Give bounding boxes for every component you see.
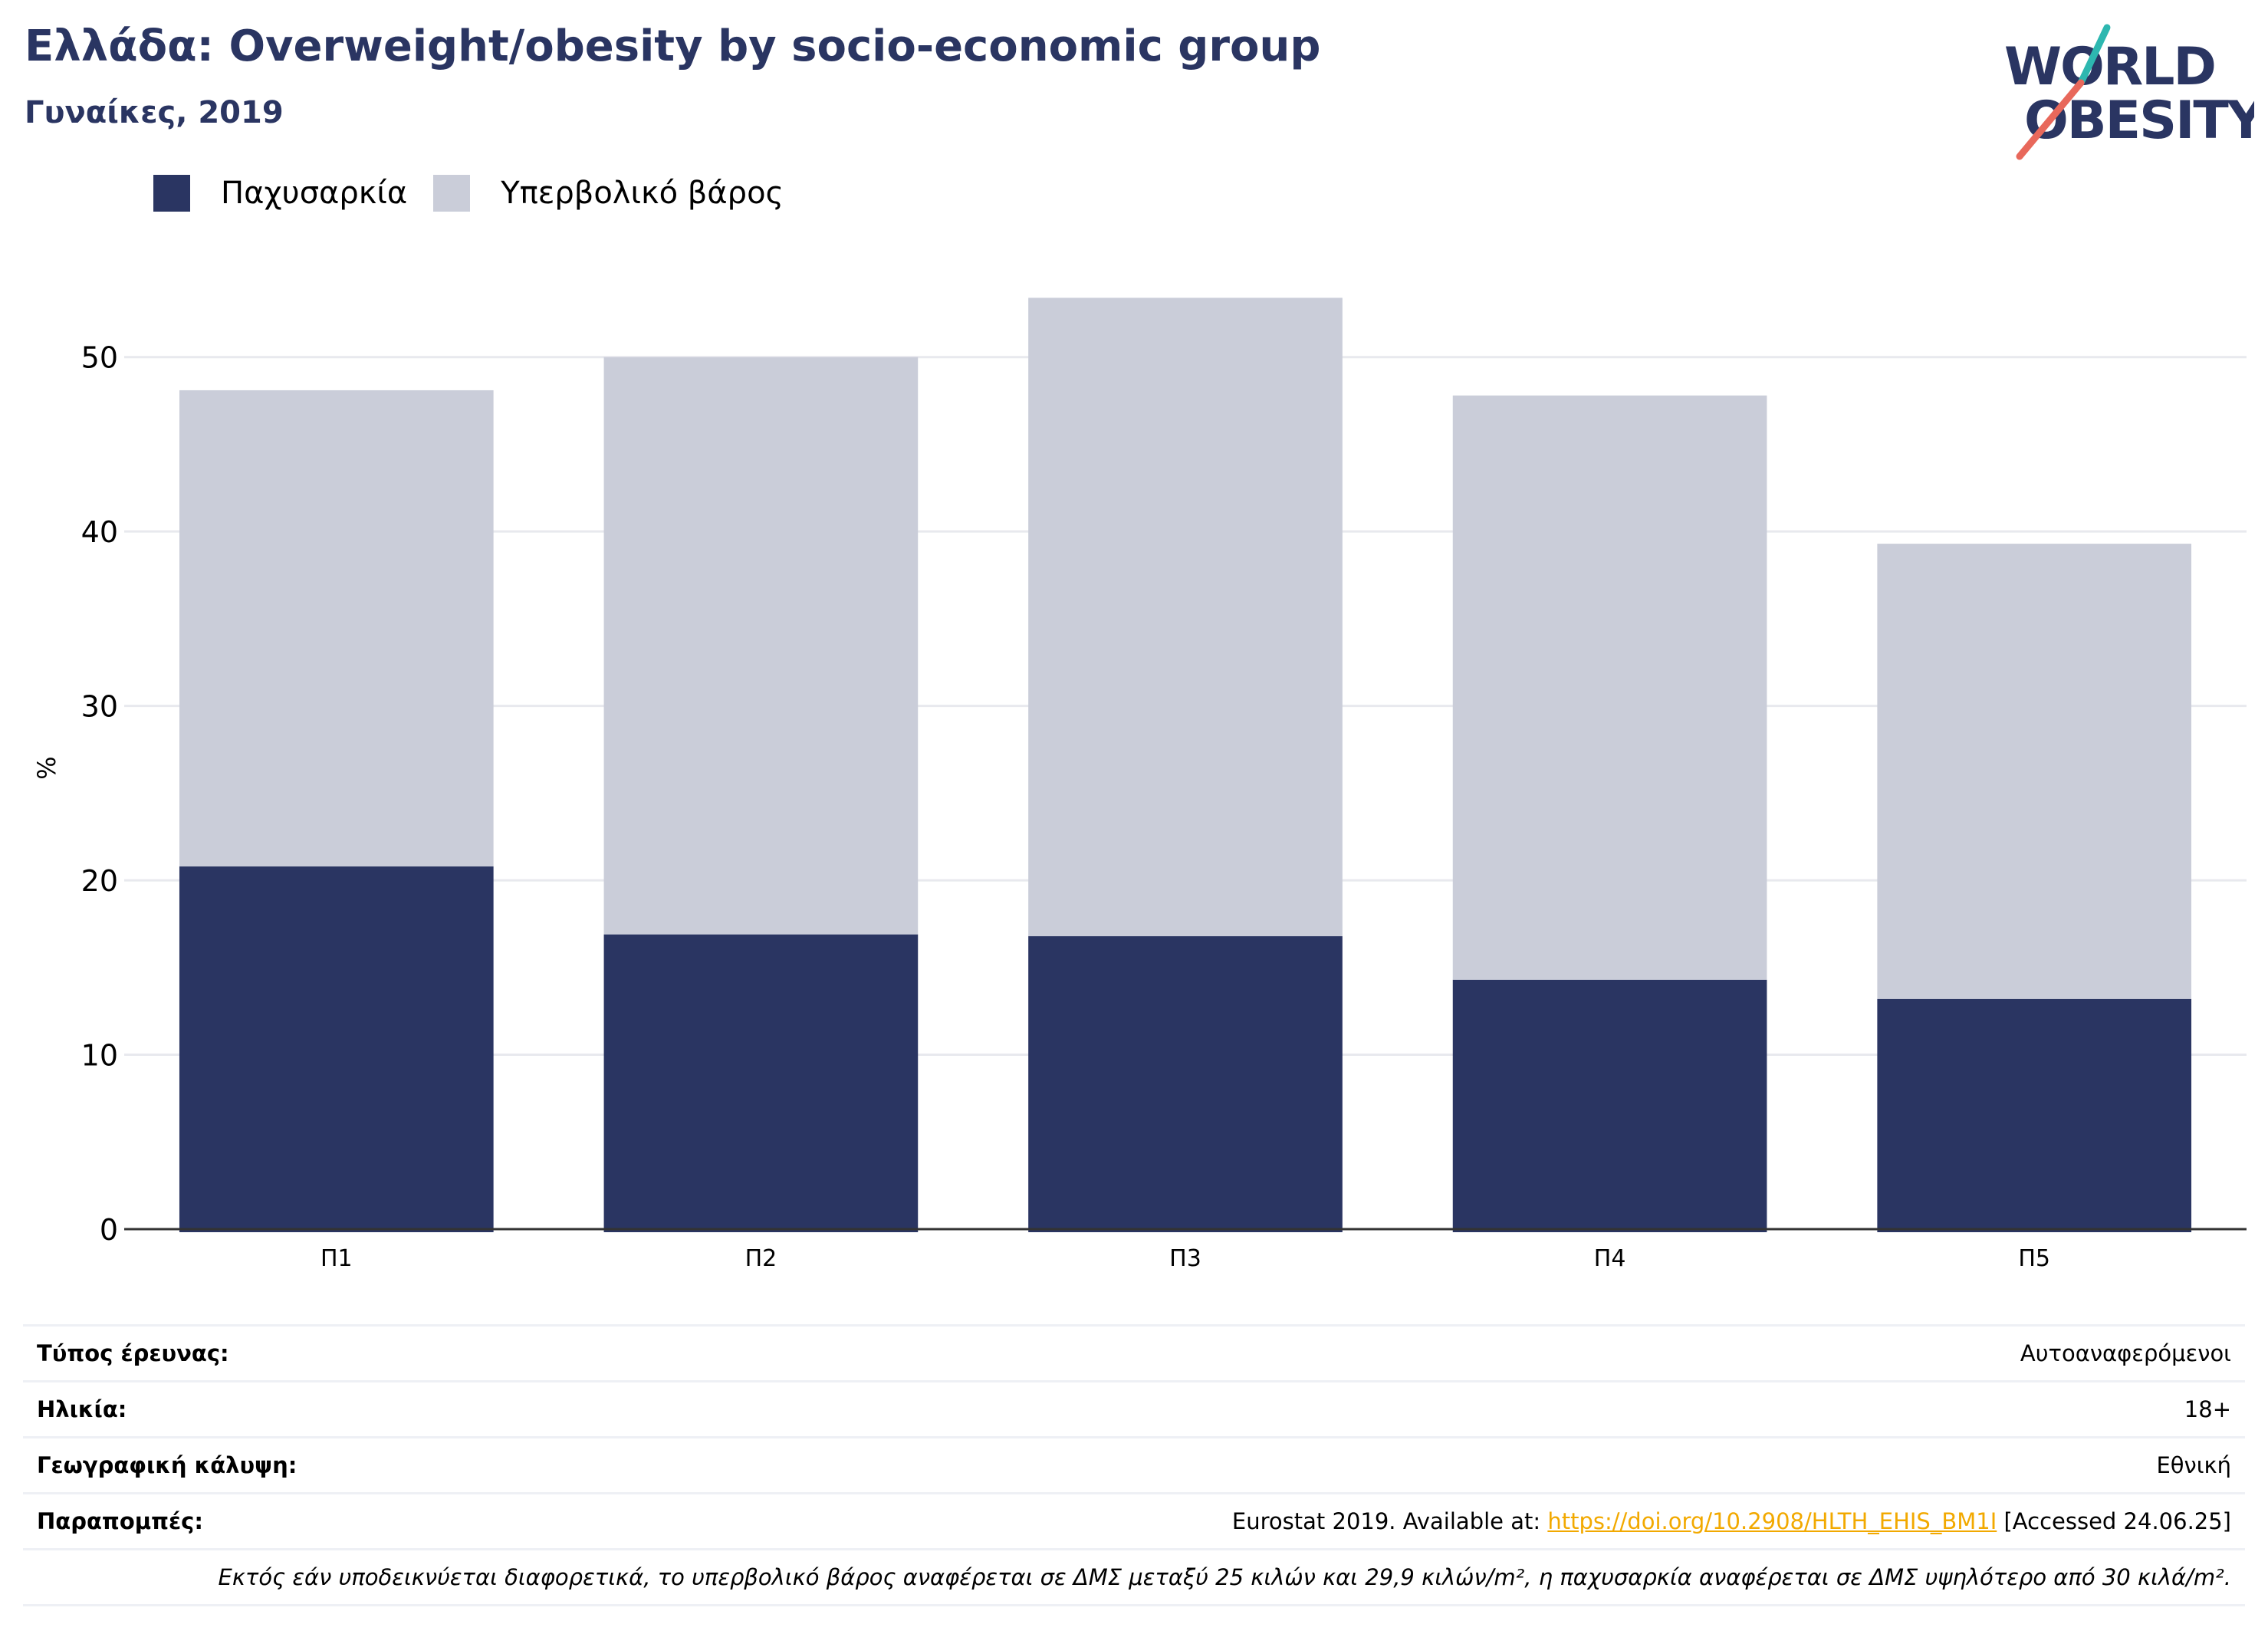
meta-row-survey: Τύπος έρευνας: Αυτοαναφερόμενοι <box>23 1324 2245 1380</box>
chart-legend: Παχυσαρκία Υπερβολικό βάρος <box>153 175 810 212</box>
y-tick-label: 10 <box>81 1039 118 1073</box>
bar-obesity-4 <box>1452 979 1767 1232</box>
y-axis-label: % <box>32 756 61 779</box>
meta-coverage-value: Εθνική <box>2156 1452 2231 1478</box>
x-tick-label: Π5 <box>2018 1245 2050 1272</box>
stacked-bar-chart: 0 10 20 30 40 50% Π1 Π2 Π3 Π4 Π5 <box>32 298 2247 1272</box>
meta-refs-suffix: [Accessed 24.06.25] <box>1997 1508 2231 1534</box>
legend-swatch-overweight <box>433 175 471 212</box>
bar-obesity-5 <box>1877 998 2192 1232</box>
meta-refs-value: Eurostat 2019. Available at: https://doi… <box>1232 1508 2231 1534</box>
y-tick-label: 30 <box>81 690 118 724</box>
y-tick-label: 20 <box>81 864 118 898</box>
chart-title: Ελλάδα: Overweight/obesity by socio-econ… <box>25 21 1321 71</box>
bar-obesity-1 <box>179 866 494 1232</box>
legend-label-obesity: Παχυσαρκία <box>221 176 408 211</box>
legend-item-overweight[interactable]: Υπερβολικό βάρος <box>433 175 784 212</box>
bar-overweight-3 <box>1028 298 1343 936</box>
bar-overweight-1 <box>179 390 494 866</box>
meta-refs-link[interactable]: https://doi.org/10.2908/HLTH_EHIS_BM1I <box>1547 1508 1997 1534</box>
meta-refs-prefix: Eurostat 2019. Available at: <box>1231 1508 1548 1534</box>
y-tick-label: 50 <box>81 341 118 375</box>
bar-overweight-2 <box>603 357 919 935</box>
meta-age-label: Ηλικία: <box>37 1396 127 1422</box>
meta-age-value: 18+ <box>2184 1396 2231 1422</box>
bar-obesity-2 <box>603 934 919 1232</box>
logo-line1: WORLD <box>2004 37 2215 97</box>
survey-metadata-table: Τύπος έρευνας: Αυτοαναφερόμενοι Ηλικία: … <box>23 1324 2245 1606</box>
logo-slash-coral <box>2016 79 2085 160</box>
meta-row-references: Παραπομπές: Eurostat 2019. Available at:… <box>23 1492 2245 1548</box>
legend-label-overweight: Υπερβολικό βάρος <box>501 176 784 211</box>
y-tick-label: 0 <box>100 1213 118 1247</box>
meta-survey-value: Αυτοαναφερόμενοι <box>2020 1340 2231 1366</box>
legend-swatch-obesity <box>153 175 190 212</box>
bar-obesity-3 <box>1028 935 1343 1232</box>
meta-refs-label: Παραπομπές: <box>37 1508 203 1534</box>
meta-row-coverage: Γεωγραφική κάλυψη: Εθνική <box>23 1436 2245 1492</box>
chart-subtitle: Γυναίκες, 2019 <box>25 95 284 130</box>
world-obesity-logo: WORLD OBESITY <box>2004 24 2254 160</box>
bar-overweight-5 <box>1877 544 2192 999</box>
logo-slash-teal <box>2077 24 2111 87</box>
meta-note-text: Εκτός εάν υποδεικνύεται διαφορετικά, το … <box>218 1564 2232 1590</box>
x-tick-label: Π4 <box>1594 1245 1626 1272</box>
meta-coverage-label: Γεωγραφική κάλυψη: <box>37 1452 297 1478</box>
x-tick-label: Π1 <box>320 1245 353 1272</box>
legend-item-obesity[interactable]: Παχυσαρκία <box>153 175 407 212</box>
meta-row-age: Ηλικία: 18+ <box>23 1380 2245 1436</box>
meta-survey-label: Τύπος έρευνας: <box>37 1340 229 1366</box>
x-tick-label: Π2 <box>745 1245 777 1272</box>
bar-overweight-4 <box>1452 395 1767 980</box>
meta-row-note: Εκτός εάν υποδεικνύεται διαφορετικά, το … <box>23 1548 2245 1606</box>
y-tick-label: 40 <box>81 515 118 549</box>
x-tick-label: Π3 <box>1169 1245 1201 1272</box>
